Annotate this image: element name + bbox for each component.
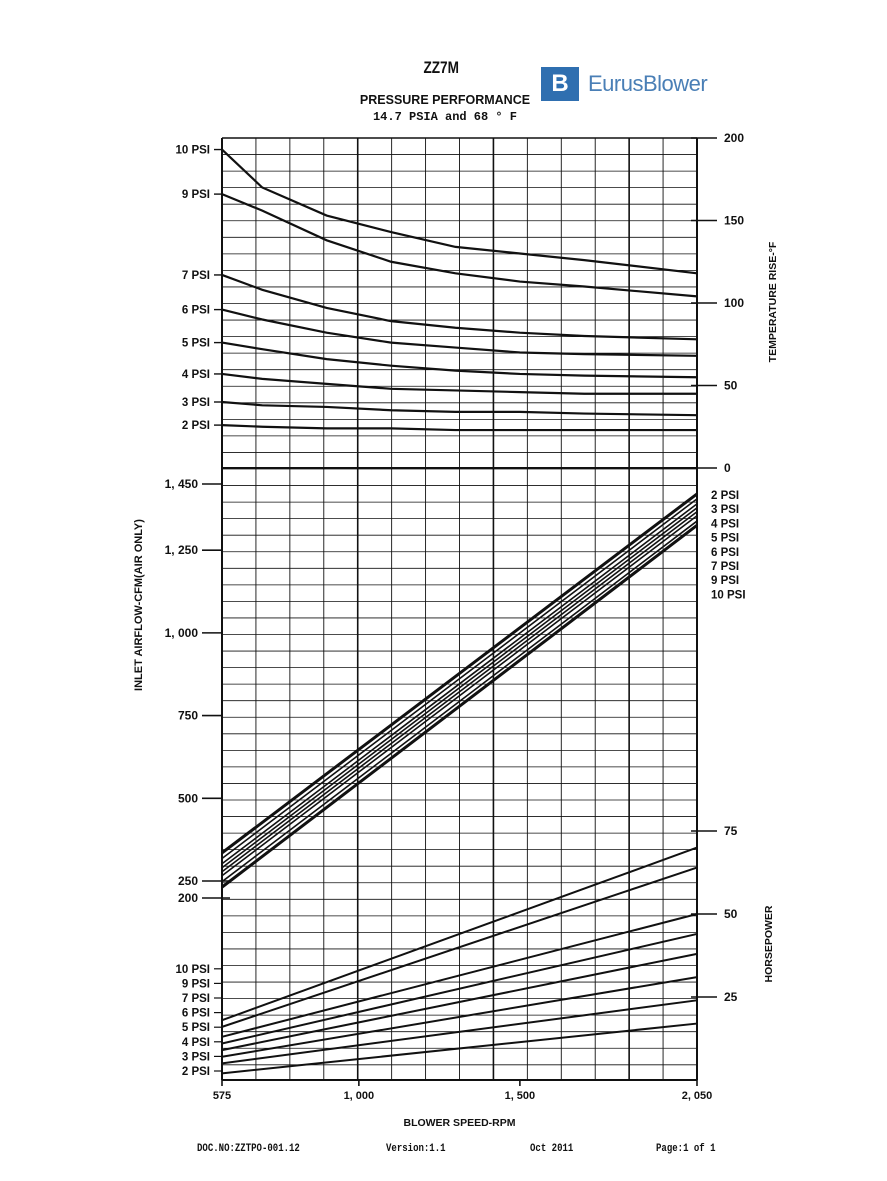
x-tick-label: 1, 000 [344, 1090, 375, 1102]
footer-version: Version:1.1 [386, 1143, 446, 1155]
airflow-tick-label: 1, 450 [165, 477, 199, 491]
airflow-tick-label: 250 [178, 874, 198, 888]
temp-curve [221, 308, 698, 357]
brand-logo: B EurusBlower [541, 66, 708, 102]
footer-date: Oct 2011 [530, 1143, 574, 1155]
temp-series-label: 4 PSI [182, 369, 210, 381]
airflow-series-label: 3 PSI [711, 504, 739, 516]
airflow-axis-label: INLET AIRFLOW-CFM(AIR ONLY) [133, 519, 145, 691]
hp-line [221, 999, 698, 1065]
temp-tick-label: 0 [724, 461, 731, 475]
airflow-tick-label: 500 [178, 791, 198, 805]
hp-line [221, 1022, 698, 1075]
logo-text: EurusBlower [588, 71, 708, 96]
temp-series-label: 6 PSI [182, 305, 210, 317]
airflow-line [221, 515, 698, 877]
hp-series-label: 5 PSI [182, 1022, 210, 1034]
hp-series-label: 7 PSI [182, 993, 210, 1005]
airflow-series-label: 9 PSI [711, 575, 739, 587]
x-axis-label: BLOWER SPEED-RPM [403, 1117, 515, 1129]
hp-line [221, 932, 698, 1045]
temp-series-label: 7 PSI [182, 270, 210, 282]
hp-line [221, 913, 698, 1038]
hp-line [221, 846, 698, 1022]
airflow-series-label: 7 PSI [711, 561, 739, 573]
hp-series-label: 10 PSI [175, 964, 210, 976]
x-tick-label: 1, 500 [505, 1090, 536, 1102]
footer-page: Page:1 of 1 [656, 1143, 716, 1155]
x-tick-label: 575 [213, 1090, 231, 1102]
airflow-tick-label: 1, 250 [165, 543, 199, 557]
airflow-tick-label: 200 [178, 891, 198, 905]
temp-curve [221, 193, 698, 298]
temp-curve [221, 400, 698, 417]
temp-tick-label: 200 [724, 131, 744, 145]
hp-tick-label: 75 [724, 824, 738, 838]
hp-tick-label: 25 [724, 990, 738, 1004]
temp-curve [221, 424, 697, 432]
x-tick-label: 2, 050 [682, 1090, 713, 1102]
airflow-line [221, 492, 698, 855]
airflow-series-label: 5 PSI [711, 533, 739, 545]
chart-subtitle: PRESSURE PERFORMANCE [359, 93, 531, 107]
airflow-series-label: 2 PSI [711, 490, 739, 502]
chart-conditions: 14.7 PSIA and 68 ° F [372, 110, 518, 124]
hp-series-label: 2 PSI [182, 1066, 210, 1078]
temp-axis-label: TEMPERATURE RISE-°F [767, 241, 779, 362]
airflow-line [221, 507, 698, 869]
airflow-line [221, 511, 698, 873]
temp-curve [221, 341, 698, 379]
hp-line [221, 976, 698, 1058]
hp-series-label: 4 PSI [182, 1037, 210, 1049]
logo-mark-icon: B [541, 67, 579, 101]
hp-series-label: 3 PSI [182, 1051, 210, 1063]
hp-line [221, 952, 698, 1052]
temp-series-label: 3 PSI [182, 397, 210, 409]
airflow-tick-label: 1, 000 [165, 626, 199, 640]
airflow-line [221, 503, 698, 865]
temp-curve [221, 148, 698, 275]
airflow-line [221, 524, 698, 889]
temp-tick-label: 50 [724, 379, 738, 393]
airflow-series-label: 4 PSI [711, 518, 739, 530]
temp-series-label: 2 PSI [182, 420, 210, 432]
temp-series-label: 9 PSI [182, 189, 210, 201]
model-title: ZZ7M [423, 58, 459, 77]
hp-series-label: 9 PSI [182, 978, 210, 990]
temp-series-label: 10 PSI [175, 145, 210, 157]
airflow-line [221, 520, 698, 883]
temp-tick-label: 100 [724, 296, 744, 310]
footer-doc-no: DOC.NO:ZZTPO-001.12 [197, 1143, 300, 1155]
hp-series-label: 6 PSI [182, 1008, 210, 1020]
airflow-series-label: 6 PSI [711, 547, 739, 559]
airflow-series-label: 10 PSI [711, 589, 746, 601]
hp-line [221, 866, 698, 1028]
airflow-tick-label: 750 [178, 709, 198, 723]
temp-curve [221, 372, 697, 395]
temp-tick-label: 150 [724, 214, 744, 228]
hp-tick-label: 50 [724, 907, 738, 921]
temp-curve [221, 273, 698, 341]
hp-axis-label: HORSEPOWER [763, 905, 775, 982]
temp-series-label: 5 PSI [182, 338, 210, 350]
airflow-line [221, 498, 698, 860]
